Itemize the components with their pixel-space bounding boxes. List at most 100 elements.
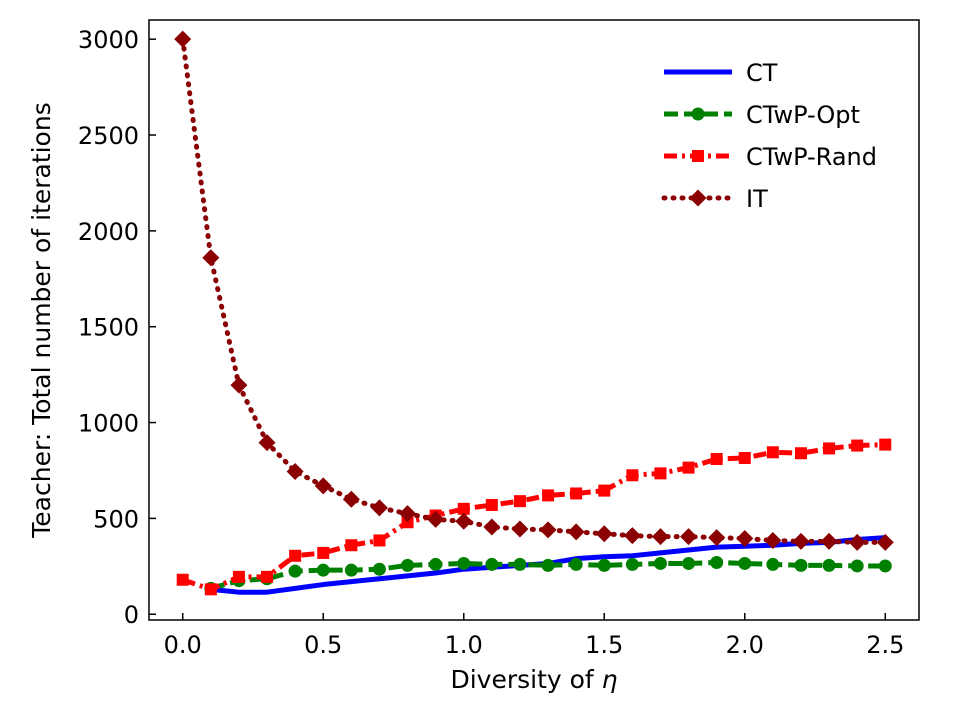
legend-entry: CTwP-Opt — [664, 101, 860, 129]
data-point — [710, 452, 723, 465]
data-point — [541, 558, 555, 572]
data-point — [820, 532, 838, 550]
data-point — [457, 556, 471, 570]
data-point — [794, 447, 807, 460]
series-it — [174, 30, 894, 551]
data-point — [511, 520, 529, 538]
data-point — [626, 469, 639, 482]
data-point — [401, 516, 414, 529]
data-point — [232, 570, 245, 583]
data-point — [258, 434, 276, 452]
data-point — [794, 558, 808, 572]
data-point — [513, 557, 527, 571]
data-point — [597, 558, 611, 572]
legend-entry: CT — [664, 59, 778, 87]
data-point — [710, 555, 724, 569]
data-point — [653, 556, 667, 570]
y-tick-label: 2000 — [78, 218, 139, 246]
data-point — [429, 557, 443, 571]
data-point — [567, 523, 585, 541]
data-point — [204, 583, 217, 596]
data-point — [370, 499, 388, 517]
legend-marker — [689, 189, 707, 207]
data-point — [345, 539, 358, 552]
data-point — [286, 462, 304, 480]
y-axis-label: Teacher: Total number of iterations — [27, 102, 56, 538]
data-point — [261, 570, 274, 583]
x-tick-label: 0.0 — [164, 631, 202, 659]
data-point — [314, 477, 332, 495]
y-tick-label: 1000 — [78, 410, 139, 438]
legend-label: CTwP-Opt — [746, 101, 860, 129]
x-tick-label: 2.5 — [866, 631, 904, 659]
data-point — [176, 573, 189, 586]
data-point — [570, 487, 583, 500]
x-axis-label: Diversity of η — [450, 665, 617, 694]
data-point — [764, 531, 782, 549]
legend-marker — [691, 107, 705, 121]
data-point — [288, 564, 302, 578]
plot-background — [149, 20, 919, 620]
data-point — [457, 502, 470, 515]
legend: CT CTwP-Opt CTwP-Rand IT — [661, 59, 877, 213]
data-point — [766, 446, 779, 459]
series-line — [181, 442, 886, 592]
plot-frame — [148, 19, 920, 621]
data-point — [399, 505, 417, 523]
x-axis-label-text: Diversity of — [450, 665, 594, 694]
data-point — [317, 546, 330, 559]
data-point — [878, 559, 892, 573]
data-point — [876, 533, 894, 551]
data-point — [651, 528, 669, 546]
x-tick-label: 1.0 — [445, 631, 483, 659]
data-point — [316, 563, 330, 577]
data-point — [342, 490, 360, 508]
data-point — [738, 452, 751, 465]
x-tick-label: 2.0 — [726, 631, 764, 659]
data-point — [373, 534, 386, 547]
data-point — [708, 529, 726, 547]
legend-label: CTwP-Rand — [746, 143, 877, 171]
data-point — [202, 249, 220, 267]
y-tick-label: 1500 — [78, 314, 139, 342]
series-ctwp-rand — [176, 438, 892, 596]
data-point — [174, 30, 192, 48]
data-point — [851, 439, 864, 452]
data-point — [738, 556, 752, 570]
data-point — [539, 521, 557, 539]
legend-label: IT — [746, 185, 768, 213]
data-point — [848, 533, 866, 551]
data-point — [513, 495, 526, 508]
data-point — [682, 556, 696, 570]
x-axis-label-symbol: η — [602, 665, 618, 694]
data-point — [598, 484, 611, 497]
data-point — [344, 563, 358, 577]
data-point — [485, 498, 498, 511]
data-point — [682, 461, 695, 474]
data-point — [850, 559, 864, 573]
data-point — [680, 528, 698, 546]
data-point — [823, 442, 836, 455]
data-point — [483, 518, 501, 536]
y-tick-label: 500 — [93, 505, 139, 533]
data-point — [623, 527, 641, 545]
data-point — [736, 530, 754, 548]
data-point — [654, 467, 667, 480]
data-point — [542, 489, 555, 502]
y-tick-label: 0 — [124, 601, 139, 629]
y-tick-label: 3000 — [78, 26, 139, 54]
legend-entry: CTwP-Rand — [664, 143, 877, 171]
data-point — [427, 510, 445, 528]
x-tick-label: 0.5 — [304, 631, 342, 659]
legend-label: CT — [746, 59, 778, 87]
data-point — [230, 376, 248, 394]
data-point — [766, 557, 780, 571]
data-point — [822, 558, 836, 572]
data-point — [455, 512, 473, 530]
data-point — [289, 549, 302, 562]
data-point — [401, 558, 415, 572]
data-point — [569, 557, 583, 571]
y-tick-label: 2500 — [78, 122, 139, 150]
